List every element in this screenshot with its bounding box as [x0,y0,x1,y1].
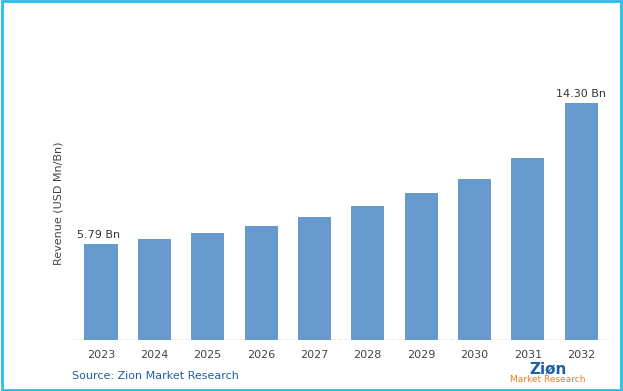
Text: 14.30 Bn: 14.30 Bn [556,89,606,99]
Text: Source: Zion Market Research: Source: Zion Market Research [72,371,239,381]
Bar [511,158,545,340]
Bar [404,194,438,340]
Y-axis label: Revenue (USD Mn/Bn): Revenue (USD Mn/Bn) [54,142,64,265]
Text: Global Human Machine Interface Market,: Global Human Machine Interface Market, [11,17,413,36]
Text: 2024-2032 (USD Billion): 2024-2032 (USD Billion) [388,19,577,34]
Bar [298,217,331,340]
Text: CAGR : 10.56%: CAGR : 10.56% [116,66,239,81]
Text: Market Research: Market Research [510,375,586,384]
Bar [458,179,491,340]
Text: Ziøn: Ziøn [530,361,567,376]
Bar [191,233,224,340]
Bar [351,206,384,340]
Text: 5.79 Bn: 5.79 Bn [77,230,120,240]
Bar [244,226,278,340]
Bar [564,103,597,340]
Bar [85,244,118,340]
Bar [138,239,171,340]
